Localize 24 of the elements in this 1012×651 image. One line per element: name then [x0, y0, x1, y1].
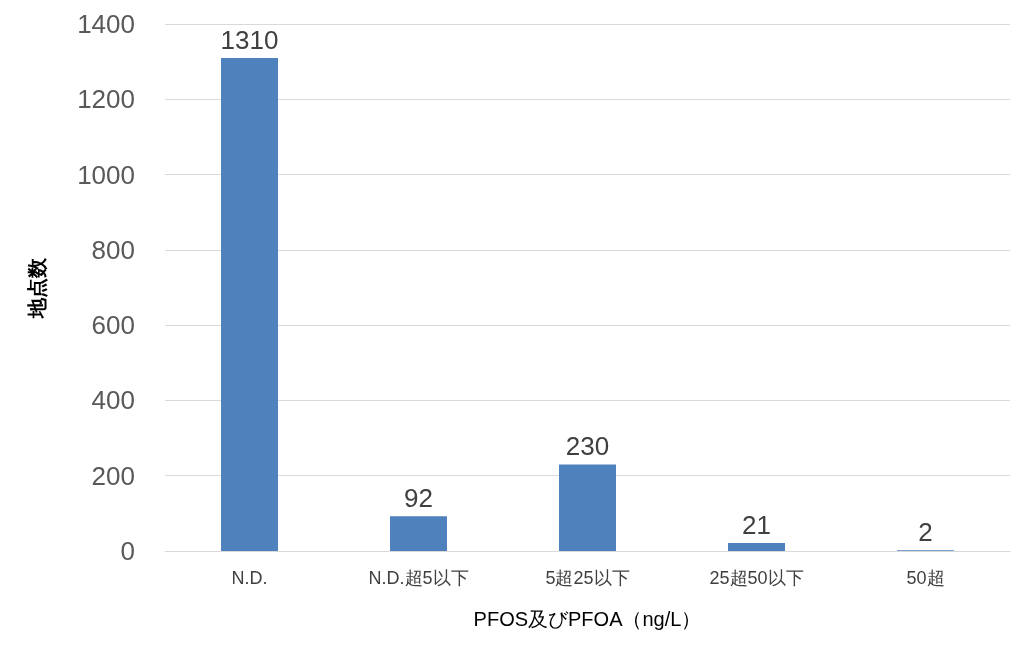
x-tick-label: N.D.超5以下 — [368, 568, 469, 588]
x-tick-label: 5超25以下 — [545, 568, 630, 588]
data-label: 21 — [742, 510, 771, 541]
x-tick-label: 25超50以下 — [709, 568, 804, 588]
x-axis-title: PFOS及びPFOA（ng/L） — [473, 608, 702, 630]
y-tick-label: 0 — [120, 536, 135, 566]
data-label: 230 — [565, 431, 610, 462]
bar — [559, 464, 616, 551]
x-tick-label: 50超 — [906, 568, 945, 588]
bar — [221, 57, 278, 551]
y-tick-label: 800 — [91, 234, 135, 265]
y-tick-label: 1200 — [77, 84, 135, 115]
data-label: 1310 — [220, 24, 279, 55]
y-tick-label: 1400 — [77, 9, 135, 39]
y-axis-title: 地点数 — [26, 256, 48, 319]
bar — [390, 516, 447, 551]
y-tick-label: 400 — [91, 385, 135, 416]
data-label: 92 — [404, 483, 433, 514]
y-tick-label: 600 — [91, 310, 135, 341]
bar — [728, 543, 785, 551]
x-tick-label: N.D. — [231, 568, 268, 588]
y-tick-label: 200 — [91, 460, 135, 491]
y-tick-label: 1000 — [77, 159, 135, 190]
data-label: 2 — [918, 517, 933, 548]
